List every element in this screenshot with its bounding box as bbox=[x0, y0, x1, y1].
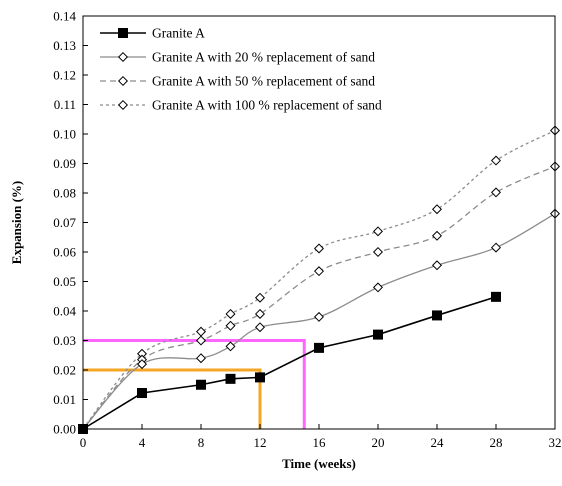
y-tick-label-2: 0.01 bbox=[53, 392, 76, 407]
x-tick-label-9: 32 bbox=[549, 435, 562, 450]
series-1-point-9 bbox=[491, 291, 501, 302]
y-tick-label-6: 0.05 bbox=[53, 274, 76, 289]
legend-item-2: Granite A with 20 % replacement of sand bbox=[100, 50, 375, 65]
x-tick-label-8: 28 bbox=[490, 435, 503, 450]
series-3-point-4 bbox=[225, 320, 236, 331]
y-tick-label-4: 0.03 bbox=[53, 333, 76, 348]
annotation-line-1 bbox=[83, 339, 306, 429]
y-tick-label-12: 0.11 bbox=[54, 97, 76, 112]
y-tick-label-3: 0.02 bbox=[53, 363, 76, 378]
x-axis-title: Time (weeks) bbox=[282, 456, 356, 471]
x-tick-label-3: 8 bbox=[198, 435, 205, 450]
series-1-point-7 bbox=[373, 329, 383, 340]
y-axis-title: Expansion (%) bbox=[9, 181, 24, 264]
series-2-point-5 bbox=[254, 322, 266, 333]
x-tick-label-2: 4 bbox=[139, 435, 146, 450]
series-3-point-3 bbox=[195, 335, 207, 346]
legend-marker-3 bbox=[117, 75, 129, 87]
x-tick-label-1: 0 bbox=[80, 435, 87, 450]
series-4-point-4 bbox=[225, 308, 236, 319]
annotation-line-2 bbox=[83, 368, 262, 429]
legend-label-4: Granite A with 100 % replacement of sand bbox=[152, 98, 382, 113]
legend-item-1: Granite A bbox=[100, 26, 205, 41]
x-tick-label-5: 16 bbox=[313, 435, 327, 450]
series-1-point-8 bbox=[432, 310, 442, 321]
series-4-point-8 bbox=[431, 204, 443, 215]
y-tick-label-8: 0.07 bbox=[53, 215, 76, 230]
x-tick-label-4: 12 bbox=[254, 435, 267, 450]
series-2-point-3 bbox=[195, 353, 207, 364]
axes: 0.00 0.01 0.02 0.03 0.04 0.05 0.06 0.07 0.08 0.09… bbox=[9, 9, 562, 472]
legend-item-3: Granite A with 50 % replacement of sand bbox=[100, 74, 375, 89]
series-4 bbox=[77, 125, 561, 435]
y-tick-label-5: 0.04 bbox=[53, 304, 76, 319]
series-line-3 bbox=[82, 165, 556, 430]
legend-label-3: Granite A with 50 % replacement of sand bbox=[152, 74, 375, 89]
legend-item-4: Granite A with 100 % replacement of sand bbox=[100, 98, 382, 113]
legend: Granite A Granite A with 20 % replacement… bbox=[100, 26, 382, 113]
series-2-point-8 bbox=[431, 260, 443, 271]
y-tick-label-9: 0.08 bbox=[53, 186, 76, 201]
series-2 bbox=[77, 208, 561, 435]
series-1-point-4 bbox=[225, 373, 236, 384]
series-2-point-7 bbox=[372, 282, 384, 293]
legend-marker-2 bbox=[117, 51, 129, 63]
series-1-point-2 bbox=[137, 388, 147, 399]
legend-label-2: Granite A with 20 % replacement of sand bbox=[152, 50, 375, 65]
series-3-point-7 bbox=[372, 246, 384, 258]
y-tick-label-14: 0.13 bbox=[53, 38, 76, 53]
annotation-lines bbox=[83, 339, 306, 429]
series-3-point-9 bbox=[490, 187, 502, 198]
y-tick-label-7: 0.06 bbox=[53, 245, 76, 260]
y-tick-label-13: 0.12 bbox=[53, 68, 76, 83]
y-tick-label-15: 0.14 bbox=[53, 9, 76, 24]
series-group bbox=[77, 125, 561, 435]
legend-label-1: Granite A bbox=[152, 26, 205, 41]
series-3 bbox=[77, 161, 561, 435]
y-tick-label-1: 0.00 bbox=[53, 422, 76, 437]
series-4-point-5 bbox=[254, 292, 266, 303]
series-3-point-6 bbox=[313, 266, 325, 277]
x-tick-label-6: 20 bbox=[372, 435, 385, 450]
series-1-point-3 bbox=[196, 379, 206, 390]
y-tick-label-11: 0.10 bbox=[53, 127, 76, 142]
series-4-point-9 bbox=[490, 155, 502, 166]
legend-marker-4 bbox=[117, 99, 129, 111]
series-2-point-4 bbox=[225, 341, 236, 352]
series-3-point-8 bbox=[431, 230, 443, 241]
series-4-point-6 bbox=[313, 243, 325, 254]
series-4-point-3 bbox=[195, 326, 207, 337]
series-1-point-5 bbox=[255, 372, 265, 383]
series-line-2 bbox=[82, 213, 556, 430]
series-1-point-6 bbox=[314, 342, 324, 353]
series-4-point-7 bbox=[372, 226, 384, 237]
series-2-point-9 bbox=[490, 242, 502, 253]
legend-marker-1 bbox=[118, 28, 128, 38]
series-line-4 bbox=[82, 129, 556, 430]
series-3-point-5 bbox=[254, 308, 266, 319]
series-2-point-2 bbox=[136, 359, 148, 370]
y-tick-label-10: 0.09 bbox=[53, 156, 76, 171]
series-2-point-6 bbox=[313, 311, 325, 322]
x-tick-label-7: 24 bbox=[431, 435, 445, 450]
